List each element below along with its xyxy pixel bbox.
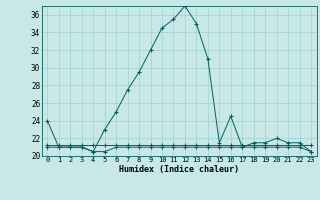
- X-axis label: Humidex (Indice chaleur): Humidex (Indice chaleur): [119, 165, 239, 174]
